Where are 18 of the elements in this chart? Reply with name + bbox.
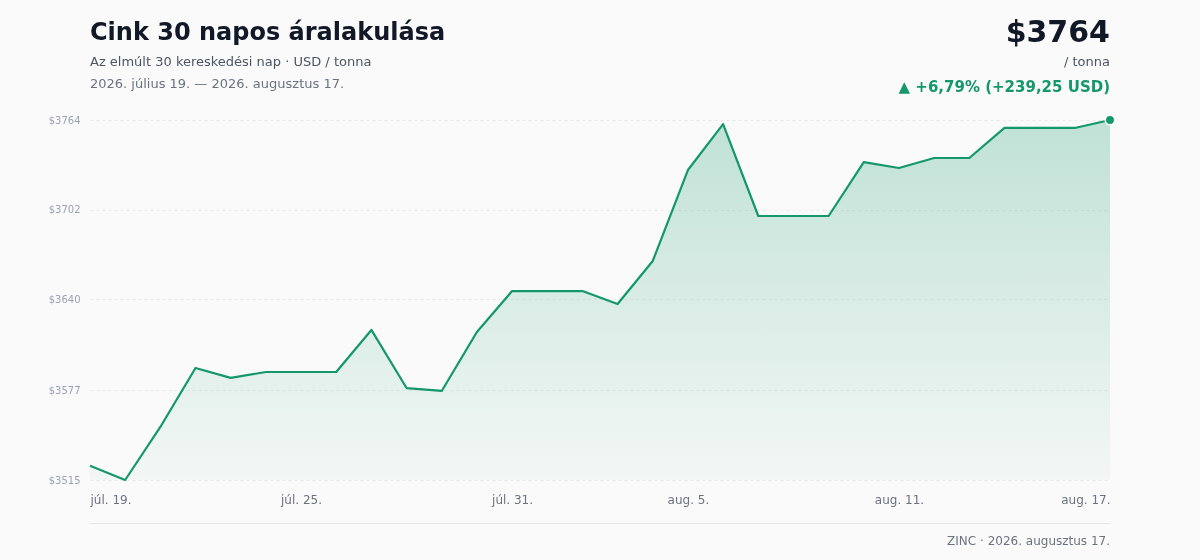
text: ZINC · 2026. augusztus 17. <box>947 534 1110 548</box>
text: $3764 <box>1005 14 1110 49</box>
chart-subtitle: Az elmúlt 30 kereskedési nap · USD / tonna <box>90 54 372 69</box>
y-tick-label: $3577 <box>48 384 81 396</box>
text: 2026. július 19. — 2026. augusztus 17. <box>90 76 345 91</box>
x-tick-label: aug. 17. <box>1061 492 1111 507</box>
y-tick-label: $3640 <box>48 293 81 305</box>
x-tick-label: aug. 5. <box>667 492 710 507</box>
x-tick-label: júl. 25. <box>280 492 323 507</box>
x-tick-label: júl. 19. <box>89 492 132 507</box>
y-tick-label: $3515 <box>48 474 81 486</box>
x-tick-label: júl. 31. <box>491 492 534 507</box>
y-tick-label: $3764 <box>48 114 81 126</box>
x-tick-label: aug. 11. <box>874 492 925 507</box>
text: ▲ +6,79% (+239,25 USD) <box>898 78 1110 96</box>
text: / tonna <box>1063 54 1110 69</box>
chart-title: Cink 30 napos áralakulása <box>90 18 446 46</box>
y-tick-label: $3702 <box>48 204 81 216</box>
